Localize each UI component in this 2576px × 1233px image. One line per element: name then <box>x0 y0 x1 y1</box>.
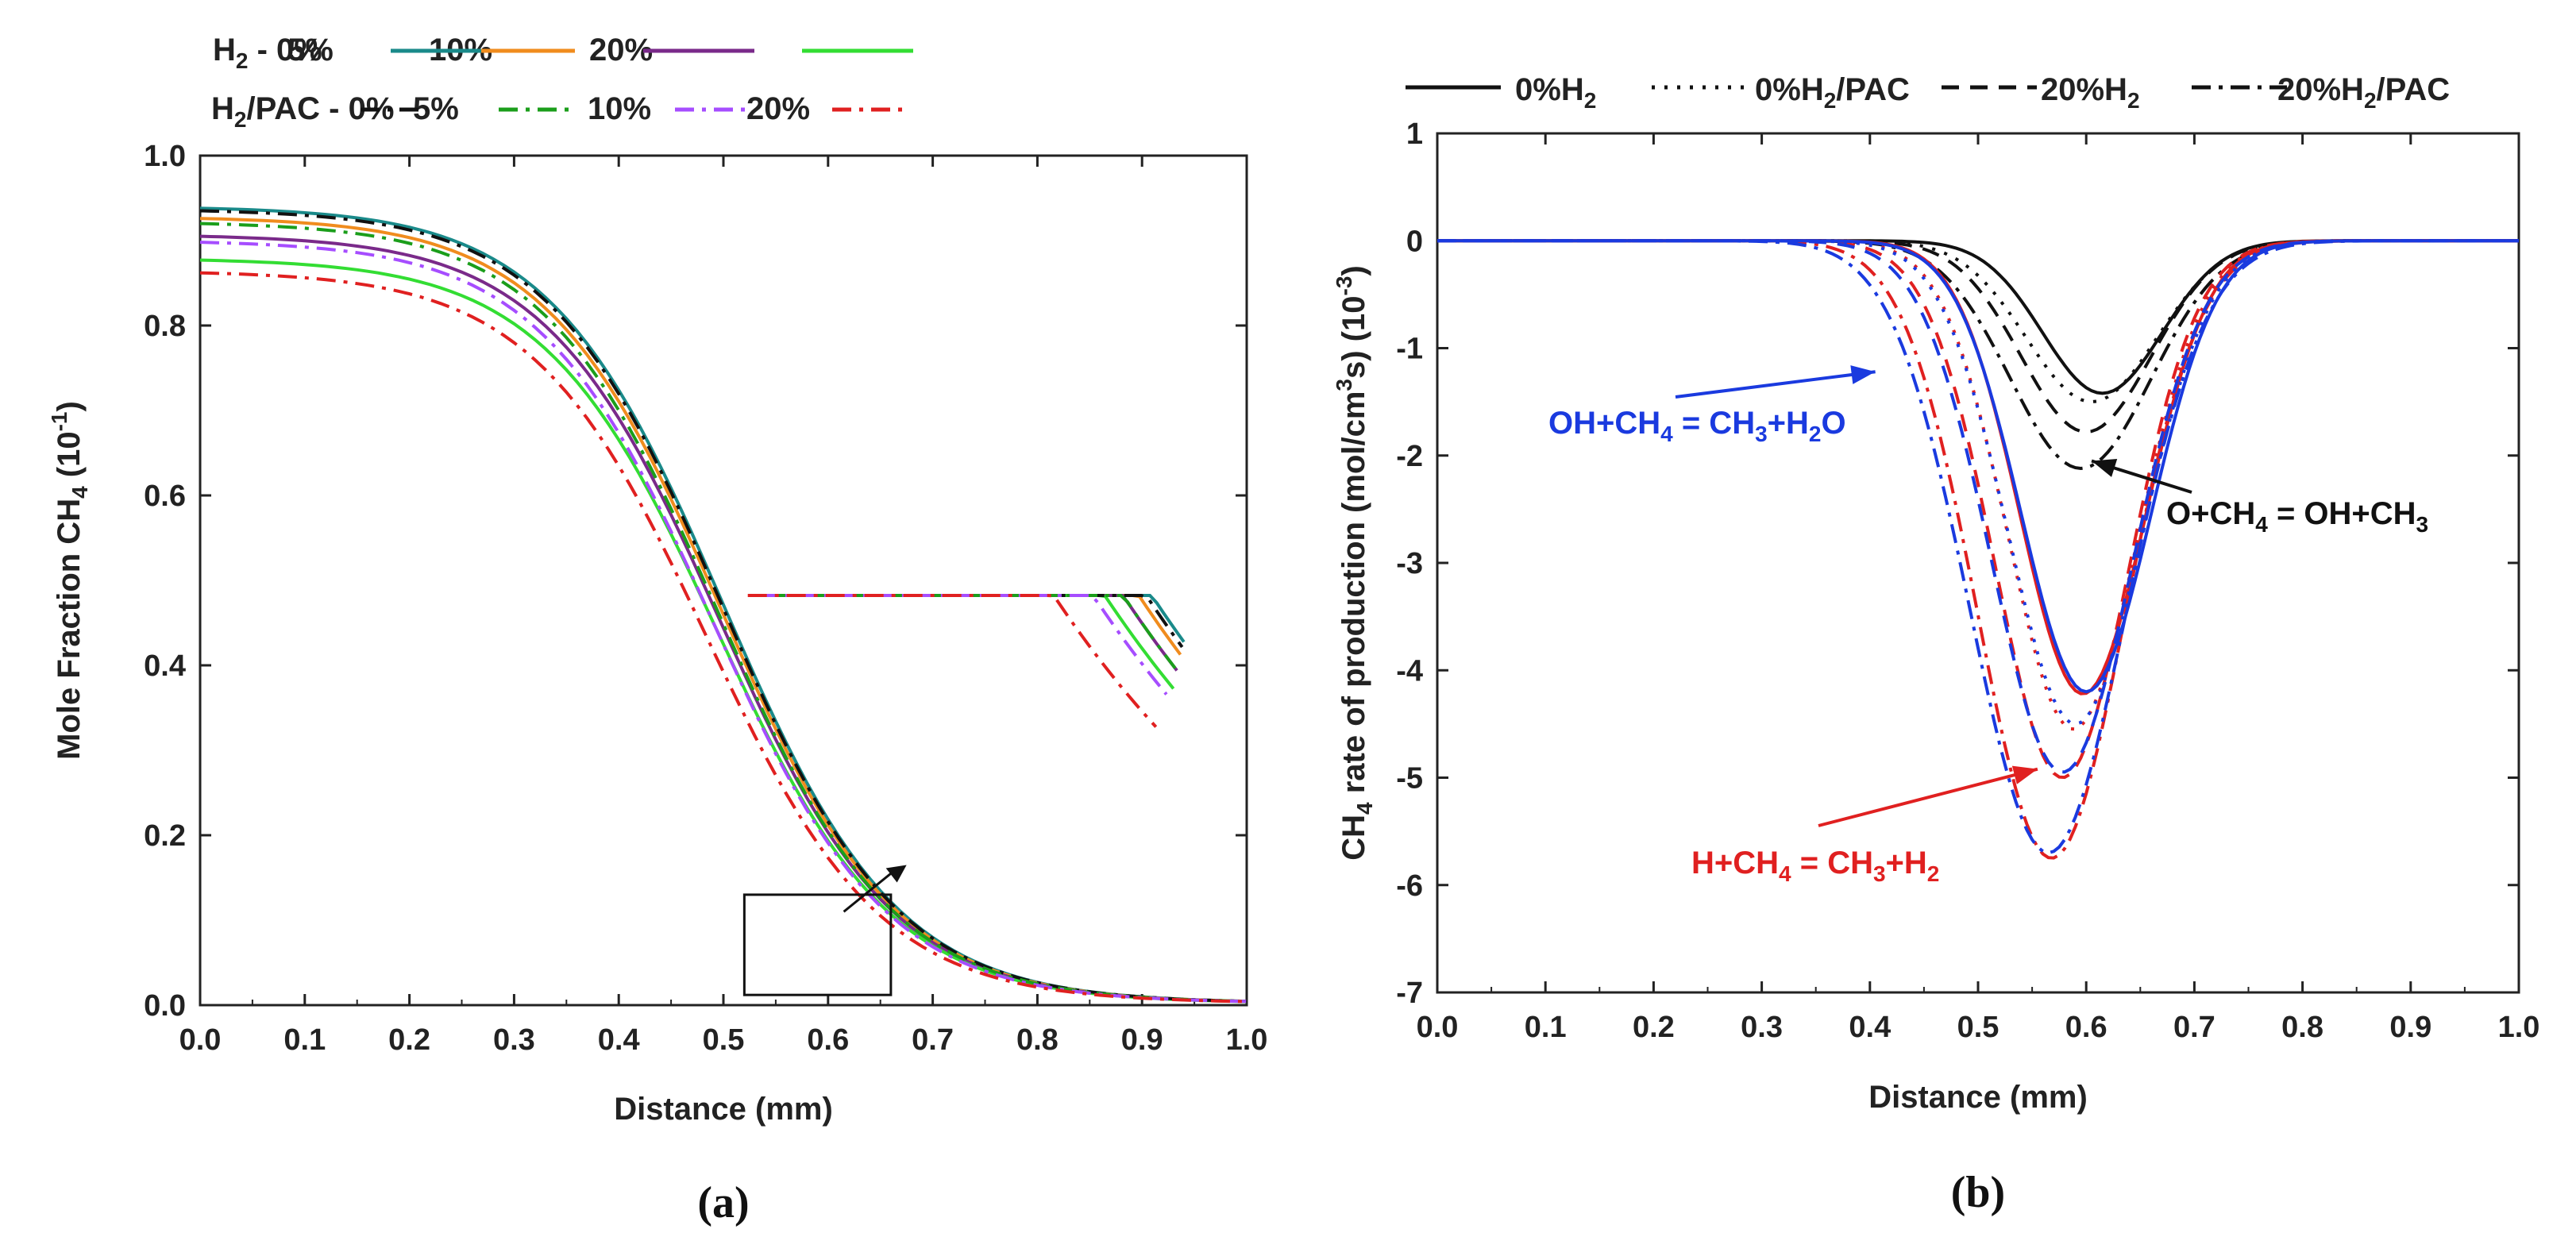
annotation-arrowhead-2 <box>2011 765 2038 784</box>
x-tick-label-a: 0.4 <box>598 1023 640 1057</box>
series-a-line-2 <box>199 234 1248 1004</box>
legend-b-item1: 0%H2 <box>1515 72 1596 113</box>
legend-a-row2-item2: 5% <box>413 91 459 126</box>
x-tick-label-b: 0.1 <box>1525 1011 1567 1044</box>
legend-b-item2: 0%H2/PAC <box>1755 72 1910 113</box>
y-tick-label-a: 0.4 <box>144 649 186 683</box>
inset-arrow <box>843 872 892 913</box>
y-tick-label-a: 1.0 <box>144 140 186 173</box>
ticks-a: 0.0 0.1 0.2 0.3 0.4 0.5 0.6 0.7 0.8 0.9 1.0 0.0 0.2 0… <box>144 140 1267 1057</box>
y-tick-label-a: 0.2 <box>144 819 186 853</box>
series-b-line-4 <box>1437 239 2519 695</box>
y-tick-label-b: -4 <box>1396 654 1423 688</box>
legend-a-row1-prefix: H2 - 0% <box>213 33 322 73</box>
x-tick-label-a: 0.5 <box>703 1023 745 1057</box>
x-tick-label-a: 0.9 <box>1121 1023 1163 1057</box>
x-tick-label-a: 0.3 <box>493 1023 535 1057</box>
y-tick-label-b: -7 <box>1396 977 1423 1010</box>
annotation-arrow-0 <box>1675 370 1876 399</box>
series-b-line-11 <box>1437 239 2519 855</box>
x-axis-label-b: Distance (mm) <box>1868 1080 2088 1115</box>
inset-a <box>742 594 1186 996</box>
y-tick-label-b: -2 <box>1396 440 1423 473</box>
x-tick-label-b: 0.5 <box>1957 1011 1999 1044</box>
y-axis-label-a: Mole Fraction CH4 (10-1) <box>47 401 92 760</box>
y-tick-label-b: 0 <box>1406 225 1423 258</box>
plot-frame-b <box>1436 132 2520 994</box>
x-tick-label-b: 0.0 <box>1417 1011 1459 1044</box>
annotation-h-ch4: H+CH4 = CH3+H2 <box>1691 846 1939 886</box>
inset-line-2 <box>769 594 1178 672</box>
legend-b-item4: 20%H2/PAC <box>2277 72 2450 113</box>
series-b-line-0 <box>1437 239 2519 395</box>
series-a-line-7 <box>199 271 1248 1004</box>
y-axis-label-b: CH4 rate of production (mol/cm3s) (10-3) <box>1332 265 1377 860</box>
annotation-arrowhead-0 <box>1850 365 1876 384</box>
x-tick-label-b: 0.2 <box>1633 1011 1675 1044</box>
x-tick-label-b: 1.0 <box>2498 1011 2540 1044</box>
annotation-arrowhead-1 <box>2092 459 2118 477</box>
x-tick-label-a: 0.6 <box>807 1023 849 1057</box>
series-a-line-0 <box>199 206 1248 1004</box>
y-tick-label-a: 0.8 <box>144 310 186 343</box>
series-b <box>1437 239 2519 860</box>
legend-a-row1-item4: 20% <box>589 33 653 67</box>
caption-b: (b) <box>1951 1168 2005 1217</box>
legend-b: 0%H2 0%H2/PAC 20%H2 20%H2/PAC <box>1406 72 2450 113</box>
x-tick-label-b: 0.7 <box>2173 1011 2215 1044</box>
x-tick-label-a: 0.8 <box>1016 1023 1059 1057</box>
y-tick-label-b: -6 <box>1396 869 1423 903</box>
x-tick-label-b: 0.4 <box>1849 1011 1891 1044</box>
x-tick-label-b: 0.9 <box>2389 1011 2431 1044</box>
y-tick-label-b: -1 <box>1396 333 1423 366</box>
x-tick-label-b: 0.8 <box>2281 1011 2323 1044</box>
annotations-b: OH+CH4 = CH3+H2O O+CH4 = OH+CH3 H+CH4 = … <box>1548 365 2428 886</box>
x-tick-label-b: 0.3 <box>1741 1011 1783 1044</box>
legend-a-row2-item3: 10% <box>588 91 651 126</box>
inset-line-1 <box>772 594 1182 656</box>
annotation-arrows <box>1675 365 2192 827</box>
y-tick-label-b: -5 <box>1396 762 1423 796</box>
series-b-line-10 <box>1437 239 2519 774</box>
x-tick-label-a: 1.0 <box>1226 1023 1268 1057</box>
annotation-oh-ch4: OH+CH4 = CH3+H2O <box>1548 406 1846 446</box>
inset-line-6 <box>758 594 1168 695</box>
x-axis-label-a: Distance (mm) <box>614 1092 833 1127</box>
y-tick-label-a: 0.0 <box>144 989 186 1023</box>
series-a <box>199 206 1248 1004</box>
inset-line-7 <box>747 594 1158 728</box>
legend-a: H2 - 0% 5% 10% 20% H2/PAC - 0% 5% 10% 20… <box>211 33 913 132</box>
inset-box <box>742 893 893 996</box>
panel-b: 0%H2 0%H2/PAC 20%H2 20%H2/PAC 0.0 0.1 0.2 0… <box>1332 72 2539 1217</box>
inset-line-0 <box>775 594 1186 643</box>
inset-arrowhead <box>885 865 907 883</box>
series-a-line-6 <box>199 241 1248 1004</box>
ticks-b: 0.0 0.1 0.2 0.3 0.4 0.5 0.6 0.7 0.8 0.9 1.0 -7 -6 -5 -… <box>1396 118 2539 1044</box>
caption-a: (a) <box>697 1178 749 1227</box>
series-b-line-8 <box>1437 239 2519 694</box>
legend-a-row1-item2: 5% <box>287 33 334 67</box>
annotation-o-ch4: O+CH4 = OH+CH3 <box>2166 496 2428 537</box>
x-tick-label-a: 0.7 <box>912 1023 954 1057</box>
y-tick-label-a: 0.6 <box>144 480 186 513</box>
series-b-line-7 <box>1437 239 2519 860</box>
legend-a-row2-prefix: H2/PAC - 0% <box>211 91 394 132</box>
y-tick-label-b: -3 <box>1396 547 1423 580</box>
legend-a-row2-item4: 20% <box>746 91 810 126</box>
panel-a: H2 - 0% 5% 10% 20% H2/PAC - 0% 5% 10% 20… <box>47 33 1267 1227</box>
legend-a-swatches <box>361 48 913 112</box>
annotation-arrow-2 <box>1818 767 2038 827</box>
legend-b-item3: 20%H2 <box>2041 72 2140 113</box>
x-tick-label-a: 0.2 <box>388 1023 430 1057</box>
x-tick-label-b: 0.6 <box>2065 1011 2107 1044</box>
x-tick-label-a: 0.1 <box>283 1023 326 1057</box>
series-a-line-1 <box>199 217 1248 1004</box>
y-tick-label-b: 1 <box>1406 118 1423 151</box>
x-tick-label-a: 0.0 <box>179 1023 222 1057</box>
